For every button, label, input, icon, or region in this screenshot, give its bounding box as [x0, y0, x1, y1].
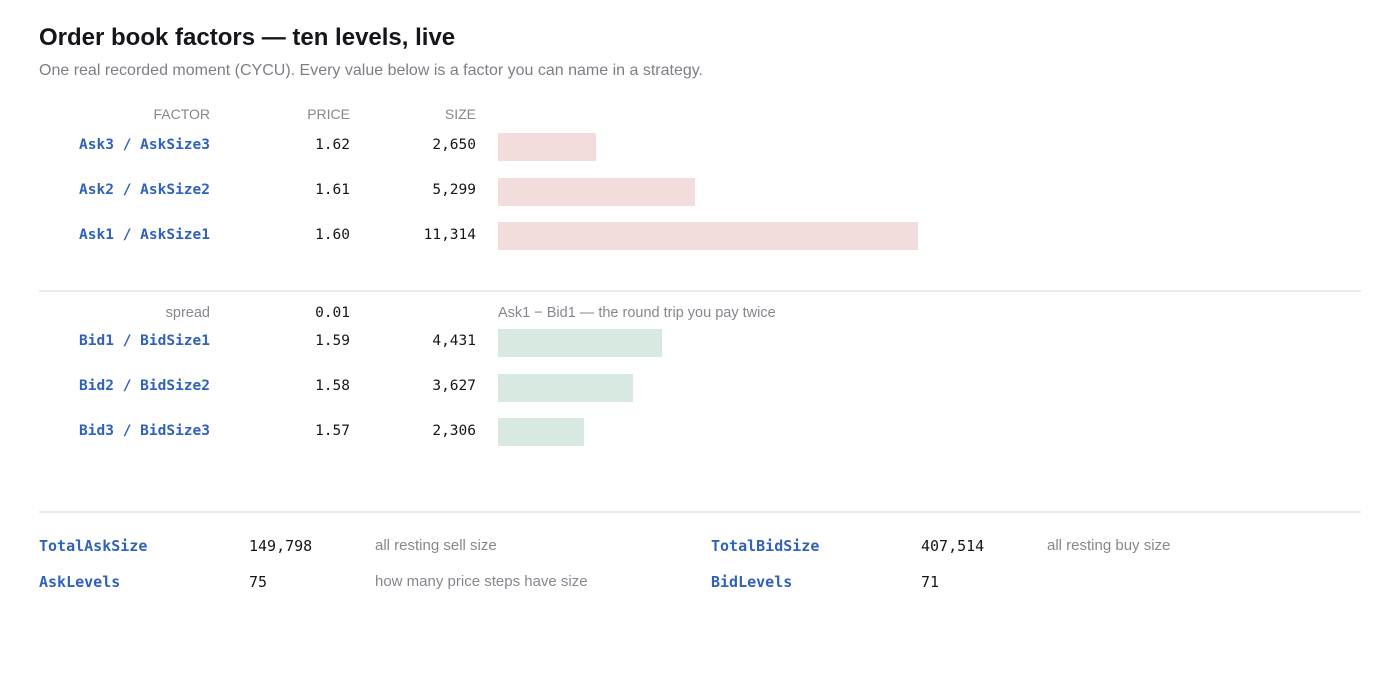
ask-levels-value: 75: [249, 573, 268, 591]
total-bid-size-value: 407,514: [921, 537, 985, 555]
bid-levels-name: BidLevels: [711, 573, 793, 591]
column-header-factor: FACTOR: [153, 106, 210, 122]
totals-divider: [39, 511, 1361, 513]
spread-value: 0.01: [315, 305, 350, 321]
size-ask3: 2,650: [432, 137, 476, 153]
column-header-price: PRICE: [307, 106, 350, 122]
bar-bid3: [498, 418, 584, 446]
factor-ask1: Ask1 / AskSize1: [79, 227, 210, 243]
bar-ask3: [498, 133, 596, 161]
price-ask3: 1.62: [315, 137, 350, 153]
factor-bid3: Bid3 / BidSize3: [79, 423, 210, 439]
bar-bid1: [498, 329, 662, 357]
bar-ask1: [498, 222, 918, 250]
size-ask1: 11,314: [423, 227, 476, 243]
factor-bid1: Bid1 / BidSize1: [79, 333, 210, 349]
spread-divider: [39, 290, 1361, 292]
bar-bid2: [498, 374, 633, 402]
total-bid-size-note: all resting buy size: [1047, 537, 1171, 554]
total-ask-size-name: TotalAskSize: [39, 537, 148, 555]
page-title: Order book factors — ten levels, live: [39, 24, 456, 51]
price-ask2: 1.61: [315, 182, 350, 198]
total-bid-size-name: TotalBidSize: [711, 537, 820, 555]
bid-levels-value: 71: [921, 573, 940, 591]
price-bid1: 1.59: [315, 333, 350, 349]
factor-ask3: Ask3 / AskSize3: [79, 137, 210, 153]
size-ask2: 5,299: [432, 182, 476, 198]
page-subtitle: One real recorded moment (CYCU). Every v…: [39, 62, 703, 79]
size-bid1: 4,431: [432, 333, 476, 349]
size-bid3: 2,306: [432, 423, 476, 439]
ask-levels-note: how many price steps have size: [375, 573, 588, 590]
spread-note: Ask1 − Bid1 — the round trip you pay twi…: [498, 305, 776, 321]
price-bid3: 1.57: [315, 423, 350, 439]
column-header-size: SIZE: [444, 106, 476, 122]
spread-label: spread: [165, 305, 210, 321]
price-ask1: 1.60: [315, 227, 350, 243]
ask-levels-name: AskLevels: [39, 573, 121, 591]
total-ask-size-value: 149,798: [249, 537, 313, 555]
factor-bid2: Bid2 / BidSize2: [79, 378, 210, 394]
size-bid2: 3,627: [432, 378, 476, 394]
price-bid2: 1.58: [315, 378, 350, 394]
factor-ask2: Ask2 / AskSize2: [79, 182, 210, 198]
bar-ask2: [498, 178, 695, 206]
order-book-panel: Order book factors — ten levels, live On…: [39, 0, 1361, 680]
total-ask-size-note: all resting sell size: [375, 537, 497, 554]
